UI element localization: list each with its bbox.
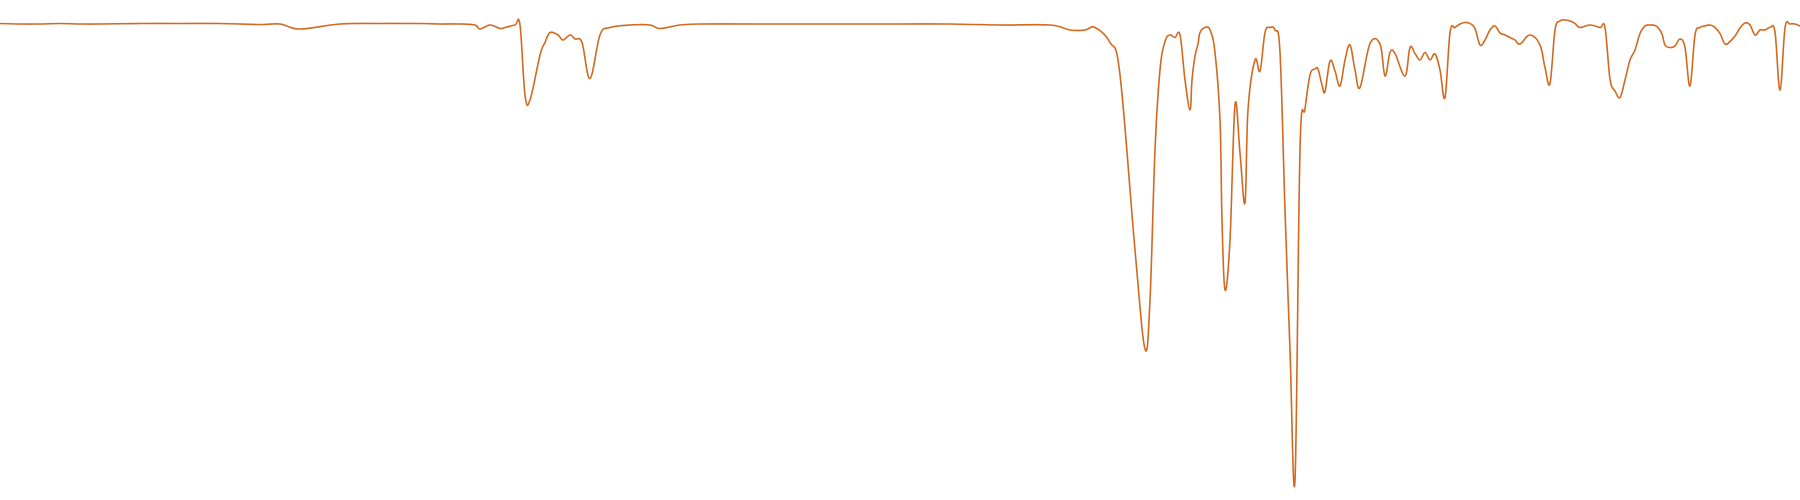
series-line-0 — [0, 18, 1800, 488]
plot-area — [0, 18, 1800, 488]
